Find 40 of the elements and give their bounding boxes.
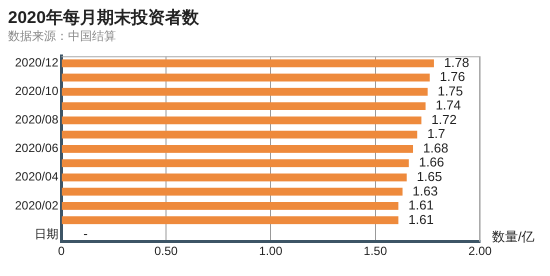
bar: [62, 74, 430, 82]
bar: [62, 116, 422, 124]
bar: [62, 159, 409, 168]
data-label: 1.61: [408, 198, 434, 213]
bar: [62, 130, 418, 139]
y-tick-label: 2020/08: [14, 112, 59, 127]
data-label: 1.65: [416, 169, 442, 184]
bar: [62, 88, 428, 96]
data-label: 1.63: [412, 183, 438, 198]
bar: [62, 144, 414, 153]
bar: [62, 202, 398, 210]
data-label: 1.66: [418, 154, 444, 170]
bar: [62, 216, 398, 224]
data-label: 1.72: [431, 112, 457, 127]
x-tick-label: 1.00: [259, 244, 283, 258]
x-tick-label: 1.50: [364, 244, 388, 258]
data-label: 1.74: [436, 98, 461, 113]
bar: [62, 174, 407, 182]
bar: [62, 102, 426, 110]
data-label: 1.7: [427, 126, 446, 142]
chart-subtitle: 数据来源：中国结算: [8, 28, 117, 44]
y-tick-label: 2020/12: [14, 56, 59, 70]
y-tick-label: 2020/10: [14, 84, 59, 98]
x-tick-label: 0: [58, 244, 66, 258]
x-axis-title: 数量/亿: [492, 229, 535, 244]
bar: [62, 59, 434, 68]
x-tick-label: 2.00: [468, 244, 492, 258]
data-label: 1.68: [423, 140, 448, 156]
chart-title: 2020年每月期末投资者数: [8, 8, 200, 28]
data-label: 1.61: [408, 212, 434, 227]
bar: [62, 188, 403, 196]
x-tick-label: 0.50: [154, 244, 178, 258]
data-label: 1.78: [444, 54, 470, 70]
text: -: [83, 226, 88, 242]
y-tick-label: 2020/06: [14, 141, 59, 156]
y-tick-label: 日期: [34, 226, 58, 241]
y-tick-label: 2020/04: [14, 170, 59, 184]
y-tick-label: 2020/02: [14, 198, 59, 212]
data-label: 1.76: [440, 69, 466, 84]
data-label: 1.75: [438, 83, 463, 98]
